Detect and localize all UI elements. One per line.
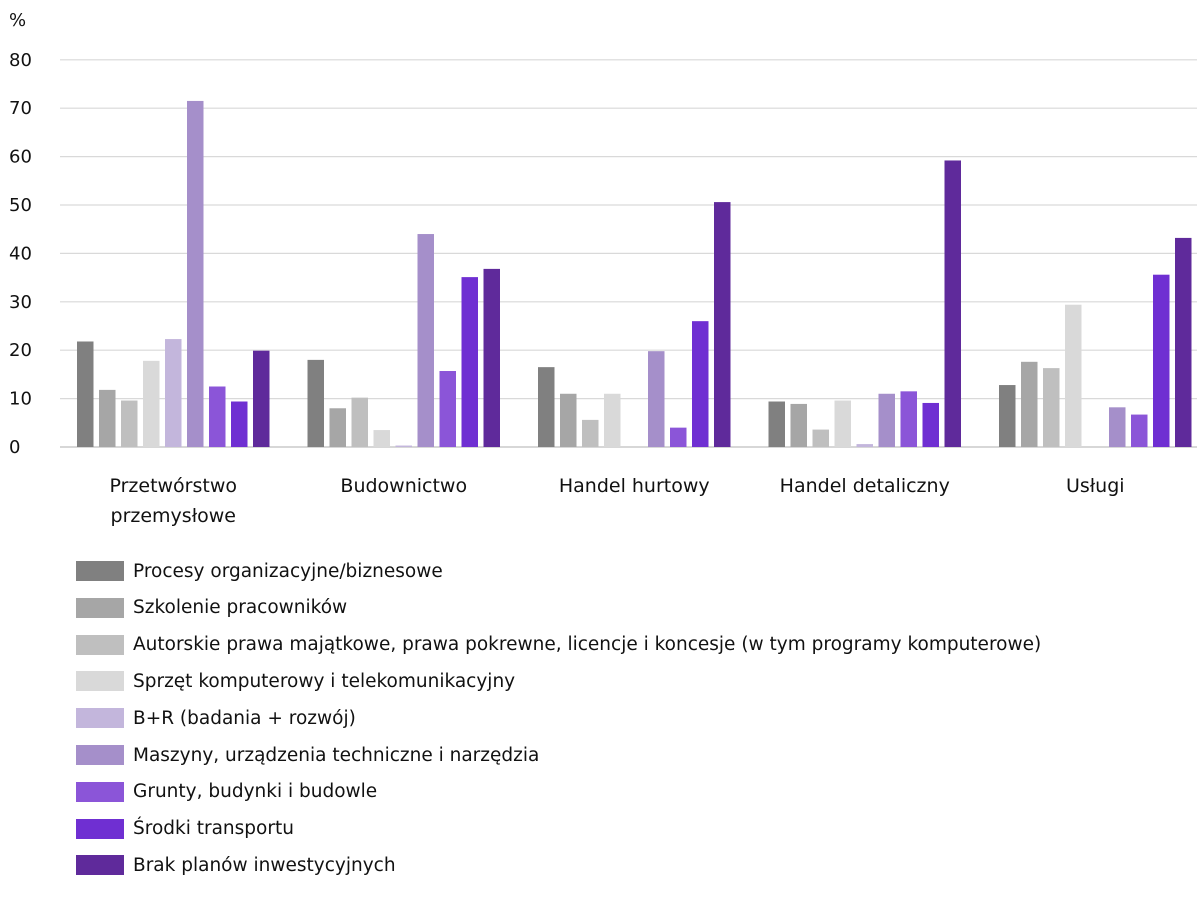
bar: [560, 393, 577, 447]
bar: [395, 445, 412, 447]
bar: [922, 402, 939, 447]
bar: [900, 391, 917, 447]
legend-item: B+R (badania + rozwój): [76, 707, 356, 729]
legend-item: Brak planów inwestycyjnych: [76, 854, 396, 876]
legend-swatch: [76, 708, 124, 729]
bar: [856, 444, 873, 447]
bar: [231, 401, 248, 447]
legend-label: Autorskie prawa majątkowe, prawa pokrewn…: [133, 634, 1042, 656]
bar: [648, 351, 665, 447]
bar: [373, 430, 390, 447]
bar: [1043, 368, 1060, 447]
y-tick-label: 50: [9, 195, 32, 216]
grid-lines: [60, 59, 1197, 448]
bar: [604, 393, 621, 447]
bars: [77, 100, 1192, 448]
legend-swatch: [76, 634, 124, 655]
bar: [209, 386, 226, 447]
legend-item: Maszyny, urządzenia techniczne i narzędz…: [76, 744, 539, 766]
bar: [329, 408, 346, 447]
legend-item: Środki transportu: [76, 818, 294, 840]
legend-swatch: [76, 781, 124, 802]
legend-label: Maszyny, urządzenia techniczne i narzędz…: [133, 744, 540, 766]
bar: [999, 385, 1016, 447]
y-tick-label: 10: [9, 389, 32, 410]
legend-swatch: [76, 818, 124, 839]
x-tick-label: Handel detaliczny: [780, 475, 950, 497]
legend-label: Szkolenie pracowników: [133, 597, 348, 619]
legend-label: Środki transportu: [133, 818, 294, 840]
bar: [1153, 274, 1170, 447]
x-tick-label: Przetwórstwo: [109, 475, 237, 497]
bar: [121, 400, 138, 447]
bar: [351, 397, 368, 447]
bar: [878, 393, 895, 447]
legend-swatch: [76, 561, 124, 581]
bar: [307, 359, 324, 447]
bar: [187, 100, 204, 447]
bar: [77, 341, 94, 447]
bar: [1109, 407, 1126, 447]
x-tick-label: przemysłowe: [111, 505, 236, 527]
legend-item: Procesy organizacyjne/biznesowe: [76, 560, 443, 582]
legend-label: B+R (badania + rozwój): [133, 707, 356, 729]
bar: [768, 401, 785, 447]
bar: [461, 277, 478, 447]
bar: [253, 350, 270, 447]
y-tick-label: 20: [9, 340, 32, 361]
bar: [790, 403, 807, 447]
bar: [483, 268, 500, 447]
y-tick-label: 80: [9, 50, 32, 71]
bar: [944, 160, 961, 448]
y-axis-label: %: [9, 10, 26, 31]
y-tick-label: 0: [9, 437, 20, 458]
bar: [143, 360, 160, 447]
legend-swatch: [76, 855, 124, 876]
legend-label: Grunty, budynki i budowle: [133, 781, 378, 803]
bar: [1065, 304, 1082, 447]
bar: [582, 419, 599, 447]
legend-label: Sprzęt komputerowy i telekomunikacyjny: [133, 670, 516, 692]
bar: [670, 427, 687, 447]
bar: [1021, 361, 1038, 447]
y-tick-label: 60: [9, 147, 32, 168]
x-tick-label: Budownictwo: [340, 475, 467, 497]
bar: [165, 339, 182, 447]
legend-label: Brak planów inwestycyjnych: [133, 854, 396, 876]
bar: [99, 389, 116, 447]
x-axis-labels: Przetwórstwo przemysłowe Budownictwo Handel…: [109, 475, 1124, 527]
bar: [834, 400, 851, 447]
y-axis-ticks: 0 10 20 30 40 50 60 70 80: [9, 50, 32, 458]
x-tick-label: Usługi: [1066, 475, 1125, 497]
legend-swatch: [76, 671, 124, 692]
legend-item: Grunty, budynki i budowle: [76, 781, 377, 803]
bar: [1131, 414, 1148, 447]
y-tick-label: 70: [9, 98, 32, 119]
legend-item: Szkolenie pracowników: [76, 597, 347, 619]
bar-chart: 0 10 20 30 40 50 60 70 80 % Przetwórstwo przemysł…: [9, 10, 1197, 527]
bar: [439, 371, 456, 447]
bar: [692, 321, 709, 447]
legend-label: Procesy organizacyjne/biznesowe: [133, 560, 443, 582]
legend-swatch: [76, 597, 124, 618]
legend-swatch: [76, 745, 124, 765]
legend-item: Autorskie prawa majątkowe, prawa pokrewn…: [76, 634, 1041, 656]
bar: [714, 202, 731, 447]
legend-item: Sprzęt komputerowy i telekomunikacyjny: [76, 670, 515, 692]
y-tick-label: 40: [9, 243, 32, 264]
bar: [1175, 237, 1192, 447]
bar: [538, 367, 555, 447]
bar: [417, 234, 434, 447]
x-tick-label: Handel hurtowy: [559, 475, 710, 497]
y-tick-label: 30: [9, 292, 32, 313]
bar: [812, 429, 829, 447]
